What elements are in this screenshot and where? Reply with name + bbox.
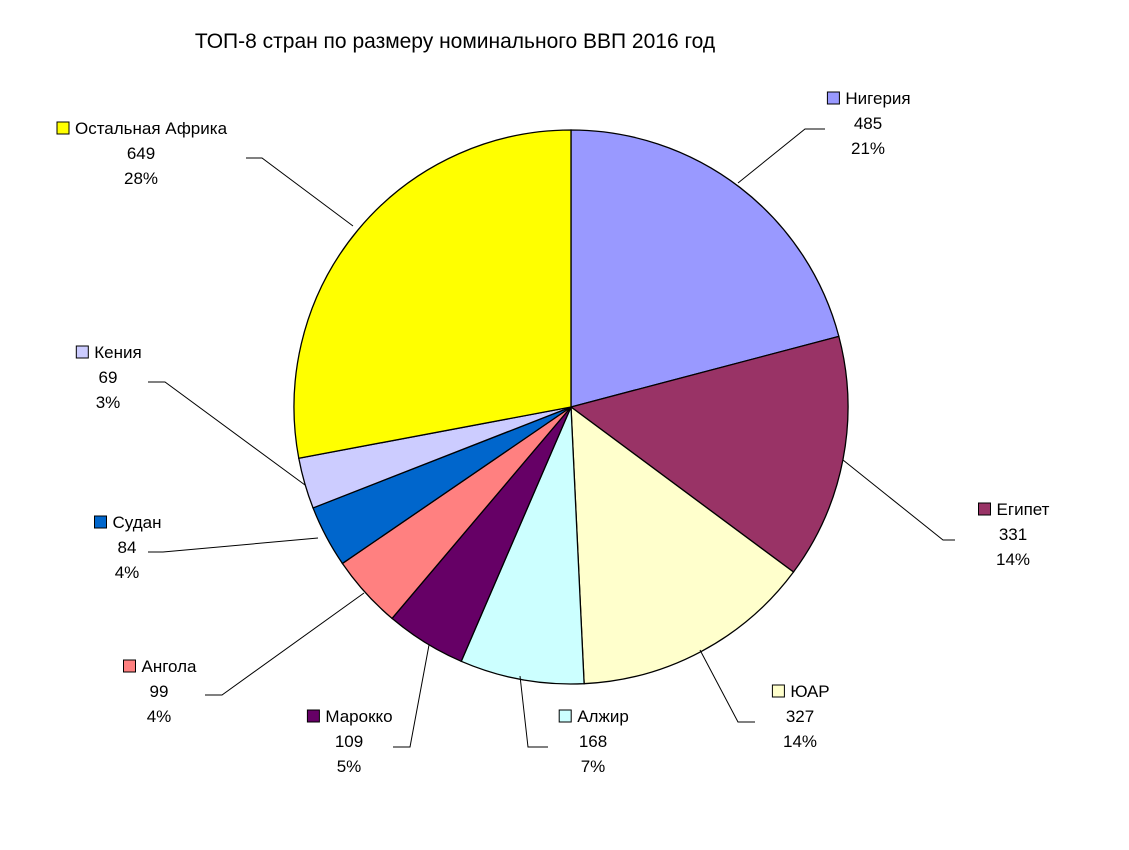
leader-line-6 (205, 592, 365, 696)
pie-slice-2 (569, 335, 849, 573)
slice-name-label: Египет (997, 500, 1050, 519)
slice-percent-label: 14% (783, 732, 817, 751)
slice-percent-label: 14% (996, 550, 1030, 569)
slice-name-label: Ангола (141, 657, 197, 676)
slice-percent-label: 4% (115, 563, 140, 582)
legend-key-square (978, 502, 991, 516)
slice-value-label: 99 (150, 682, 169, 701)
leader-line-9 (246, 157, 354, 227)
legend-key-square (56, 121, 70, 135)
slice-name-label: Нигерия (845, 89, 910, 108)
slice-percent-label: 3% (96, 393, 121, 412)
slice-name-label: Алжир (577, 707, 629, 726)
leader-lines (148, 128, 955, 748)
slice-value-label: 84 (118, 538, 137, 557)
leader-line-4 (519, 675, 548, 748)
slice-label-4: Алжир 168 7% (558, 707, 629, 776)
slice-value-label: 327 (786, 707, 814, 726)
slice-value-label: 69 (99, 368, 118, 387)
slice-percent-label: 28% (124, 169, 158, 188)
legend-key-square (75, 345, 89, 359)
chart-title: ТОП-8 стран по размеру номинального ВВП … (195, 30, 715, 53)
slice-percent-label: 7% (581, 757, 606, 776)
legend-key-square (826, 91, 840, 105)
slice-percent-label: 4% (147, 707, 172, 726)
legend-key-square (771, 684, 785, 698)
legend-key-square (306, 709, 320, 723)
slice-label-2: Египет 331 14% (978, 500, 1050, 569)
legend-key-square (94, 515, 107, 529)
slice-label-3: ЮАР 327 14% (771, 682, 830, 751)
leader-line-7 (148, 537, 319, 553)
leader-line-2 (842, 459, 955, 541)
slice-name-label: Марокко (325, 707, 392, 726)
slice-percent-label: 5% (337, 757, 362, 776)
slice-name-label: Остальная Африка (75, 119, 228, 138)
slice-label-9: Остальная Африка 649 28% (56, 119, 228, 188)
pie-slice-3 (570, 405, 795, 685)
slice-name-label: Судан (113, 513, 162, 532)
slice-label-7: Судан 84 4% (94, 513, 162, 582)
legend-key-square (558, 709, 572, 723)
leader-line-3 (699, 649, 755, 723)
leader-line-5 (393, 644, 430, 748)
slice-percent-label: 21% (851, 139, 885, 158)
slice-label-1: Нигерия 485 21% (826, 89, 911, 158)
slice-label-8: Кения 69 3% (75, 343, 142, 412)
pie-slice-4 (460, 406, 585, 685)
slice-label-5: Марокко 109 5% (306, 707, 393, 776)
slice-name-label: Кения (94, 343, 141, 362)
slice-labels: Нигерия 485 21% Египет 331 14% ЮАР 327 14% Алжир 1… (56, 89, 1050, 776)
pie-slice-9 (293, 129, 572, 460)
pie-slice-1 (570, 129, 840, 408)
legend-key-square (123, 659, 136, 673)
slice-label-6: Ангола 99 4% (123, 657, 197, 726)
slice-name-label: ЮАР (790, 682, 829, 701)
slice-value-label: 331 (999, 525, 1027, 544)
pie-slices (293, 129, 849, 685)
slice-value-label: 168 (579, 732, 607, 751)
leader-line-1 (737, 128, 825, 184)
slice-value-label: 485 (854, 114, 882, 133)
leader-line-8 (148, 381, 306, 486)
slice-value-label: 109 (335, 732, 363, 751)
slice-value-label: 649 (127, 144, 155, 163)
